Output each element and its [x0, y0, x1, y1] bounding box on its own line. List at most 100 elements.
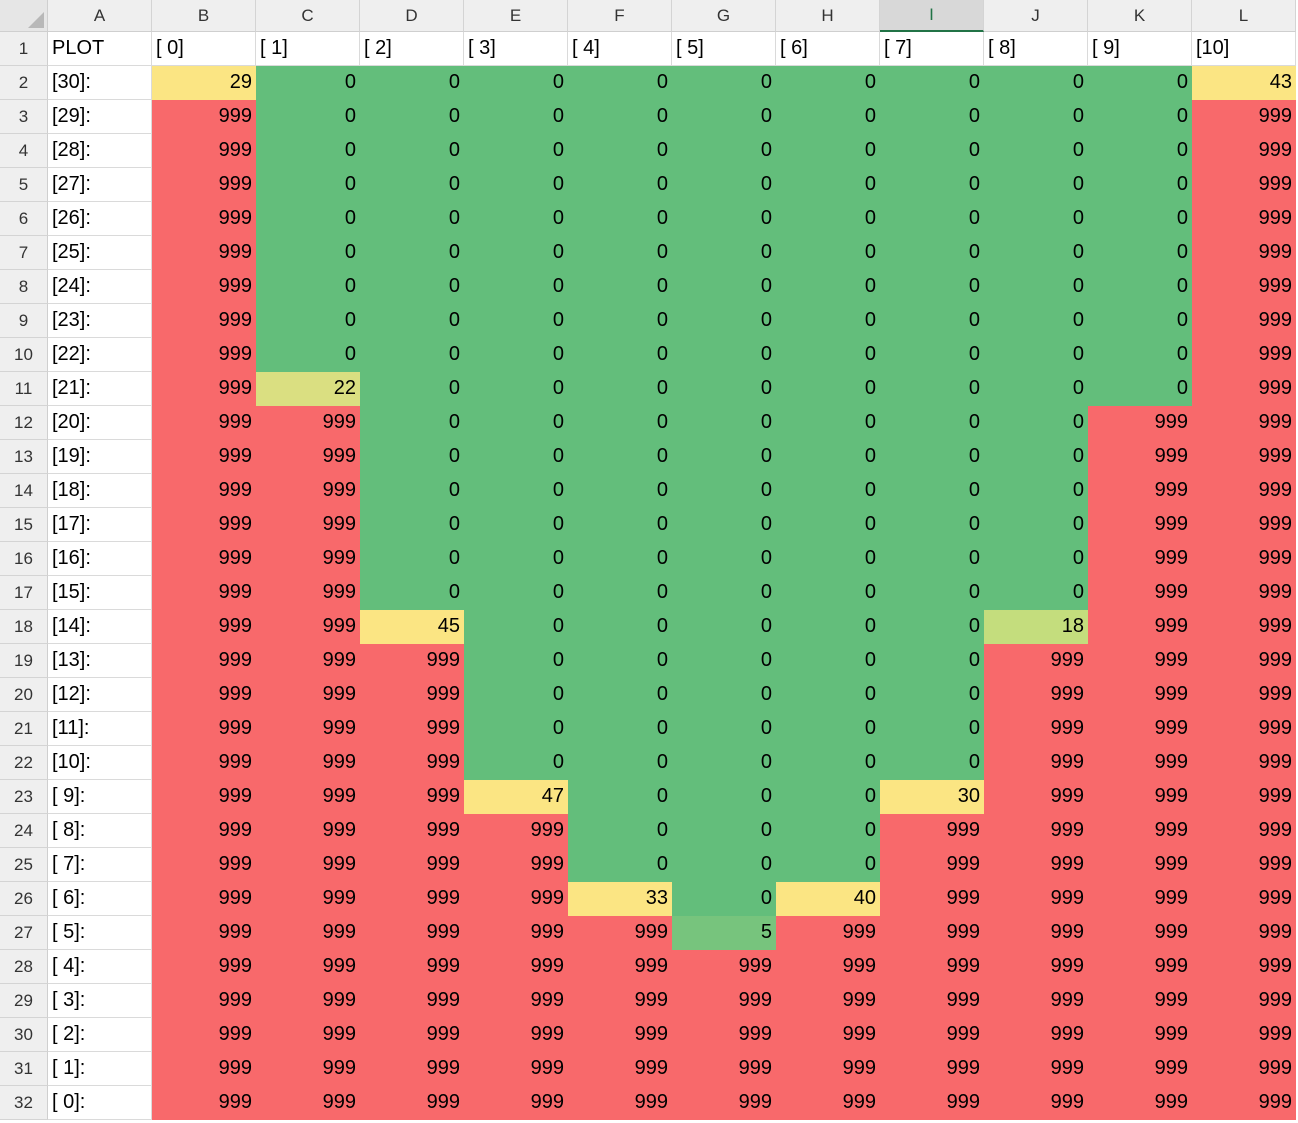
- row-header-32[interactable]: 32: [0, 1086, 48, 1120]
- cell-j3[interactable]: 0: [984, 100, 1088, 134]
- cell-i7[interactable]: 0: [880, 236, 984, 270]
- cell-e30[interactable]: 999: [464, 1018, 568, 1052]
- cell-i3[interactable]: 0: [880, 100, 984, 134]
- cell-b30[interactable]: 999: [152, 1018, 256, 1052]
- cell-i13[interactable]: 0: [880, 440, 984, 474]
- cell-b27[interactable]: 999: [152, 916, 256, 950]
- row-header-18[interactable]: 18: [0, 610, 48, 644]
- cell-e2[interactable]: 0: [464, 66, 568, 100]
- cell-f21[interactable]: 0: [568, 712, 672, 746]
- cell-b29[interactable]: 999: [152, 984, 256, 1018]
- cell-g24[interactable]: 0: [672, 814, 776, 848]
- cell-g16[interactable]: 0: [672, 542, 776, 576]
- cell-f5[interactable]: 0: [568, 168, 672, 202]
- cell-g28[interactable]: 999: [672, 950, 776, 984]
- cell-l24[interactable]: 999: [1192, 814, 1296, 848]
- cell-b10[interactable]: 999: [152, 338, 256, 372]
- cell-g18[interactable]: 0: [672, 610, 776, 644]
- cell-h16[interactable]: 0: [776, 542, 880, 576]
- row-header-8[interactable]: 8: [0, 270, 48, 304]
- cell-h14[interactable]: 0: [776, 474, 880, 508]
- cell-h9[interactable]: 0: [776, 304, 880, 338]
- cell-k4[interactable]: 0: [1088, 134, 1192, 168]
- cell-f12[interactable]: 0: [568, 406, 672, 440]
- cell-h25[interactable]: 0: [776, 848, 880, 882]
- cell-i32[interactable]: 999: [880, 1086, 984, 1120]
- row-header-28[interactable]: 28: [0, 950, 48, 984]
- cell-l20[interactable]: 999: [1192, 678, 1296, 712]
- cell-j2[interactable]: 0: [984, 66, 1088, 100]
- cell-j11[interactable]: 0: [984, 372, 1088, 406]
- cell-d14[interactable]: 0: [360, 474, 464, 508]
- cell-i2[interactable]: 0: [880, 66, 984, 100]
- cell-i27[interactable]: 999: [880, 916, 984, 950]
- column-header-c[interactable]: C: [256, 0, 360, 32]
- cell-j12[interactable]: 0: [984, 406, 1088, 440]
- cell-g9[interactable]: 0: [672, 304, 776, 338]
- cell-f9[interactable]: 0: [568, 304, 672, 338]
- row-header-29[interactable]: 29: [0, 984, 48, 1018]
- cell-a26[interactable]: [ 6]:: [48, 882, 152, 916]
- cell-a16[interactable]: [16]:: [48, 542, 152, 576]
- cell-g30[interactable]: 999: [672, 1018, 776, 1052]
- row-header-3[interactable]: 3: [0, 100, 48, 134]
- cell-l22[interactable]: 999: [1192, 746, 1296, 780]
- cell-c8[interactable]: 0: [256, 270, 360, 304]
- cell-l17[interactable]: 999: [1192, 576, 1296, 610]
- cell-i26[interactable]: 999: [880, 882, 984, 916]
- row-header-22[interactable]: 22: [0, 746, 48, 780]
- cell-d17[interactable]: 0: [360, 576, 464, 610]
- cell-l2[interactable]: 43: [1192, 66, 1296, 100]
- cell-d5[interactable]: 0: [360, 168, 464, 202]
- cell-k11[interactable]: 0: [1088, 372, 1192, 406]
- row-header-23[interactable]: 23: [0, 780, 48, 814]
- cell-c4[interactable]: 0: [256, 134, 360, 168]
- cell-b6[interactable]: 999: [152, 202, 256, 236]
- cell-j23[interactable]: 999: [984, 780, 1088, 814]
- cell-j31[interactable]: 999: [984, 1052, 1088, 1086]
- cell-a28[interactable]: [ 4]:: [48, 950, 152, 984]
- cell-c12[interactable]: 999: [256, 406, 360, 440]
- cell-k19[interactable]: 999: [1088, 644, 1192, 678]
- cell-g12[interactable]: 0: [672, 406, 776, 440]
- cell-k21[interactable]: 999: [1088, 712, 1192, 746]
- row-header-30[interactable]: 30: [0, 1018, 48, 1052]
- cell-a13[interactable]: [19]:: [48, 440, 152, 474]
- cell-a25[interactable]: [ 7]:: [48, 848, 152, 882]
- cell-l16[interactable]: 999: [1192, 542, 1296, 576]
- cell-b22[interactable]: 999: [152, 746, 256, 780]
- cell-e12[interactable]: 0: [464, 406, 568, 440]
- cell-h13[interactable]: 0: [776, 440, 880, 474]
- cell-e27[interactable]: 999: [464, 916, 568, 950]
- cell-h5[interactable]: 0: [776, 168, 880, 202]
- row-header-19[interactable]: 19: [0, 644, 48, 678]
- cell-l8[interactable]: 999: [1192, 270, 1296, 304]
- cell-g21[interactable]: 0: [672, 712, 776, 746]
- cell-g2[interactable]: 0: [672, 66, 776, 100]
- cell-g4[interactable]: 0: [672, 134, 776, 168]
- cell-b19[interactable]: 999: [152, 644, 256, 678]
- cell-e31[interactable]: 999: [464, 1052, 568, 1086]
- cell-i22[interactable]: 0: [880, 746, 984, 780]
- cell-k26[interactable]: 999: [1088, 882, 1192, 916]
- cell-j17[interactable]: 0: [984, 576, 1088, 610]
- row-header-10[interactable]: 10: [0, 338, 48, 372]
- column-header-a[interactable]: A: [48, 0, 152, 32]
- cell-e17[interactable]: 0: [464, 576, 568, 610]
- cell-f7[interactable]: 0: [568, 236, 672, 270]
- cell-b21[interactable]: 999: [152, 712, 256, 746]
- cell-j25[interactable]: 999: [984, 848, 1088, 882]
- cell-f26[interactable]: 33: [568, 882, 672, 916]
- cell-g17[interactable]: 0: [672, 576, 776, 610]
- cell-g8[interactable]: 0: [672, 270, 776, 304]
- cell-f18[interactable]: 0: [568, 610, 672, 644]
- cell-b1[interactable]: [ 0]: [152, 32, 256, 66]
- cell-l21[interactable]: 999: [1192, 712, 1296, 746]
- cell-a6[interactable]: [26]:: [48, 202, 152, 236]
- cell-b23[interactable]: 999: [152, 780, 256, 814]
- cell-l7[interactable]: 999: [1192, 236, 1296, 270]
- cell-a30[interactable]: [ 2]:: [48, 1018, 152, 1052]
- cell-c16[interactable]: 999: [256, 542, 360, 576]
- cell-e7[interactable]: 0: [464, 236, 568, 270]
- cell-j16[interactable]: 0: [984, 542, 1088, 576]
